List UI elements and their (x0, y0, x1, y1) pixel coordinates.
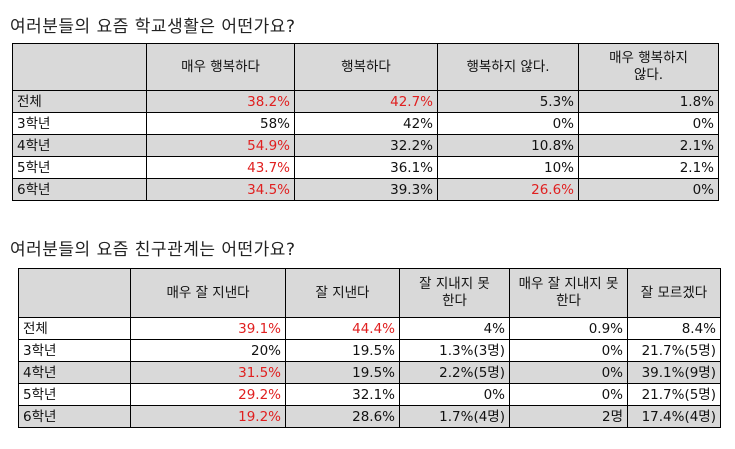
table1-title: 여러분들의 요즘 학교생활은 어떤가요? (10, 17, 296, 37)
header-very-happy: 매우 행복하다 (146, 43, 295, 91)
table-cell: 43.7% (146, 156, 295, 179)
table-row: 6학년 19.2% 28.6% 1.7%(4명) 2명 17.4%(4명) (18, 405, 721, 428)
header-unsure: 잘 모르겠다 (627, 268, 721, 318)
header-corner (12, 43, 147, 91)
table-cell: 32.1% (285, 383, 400, 406)
table-cell: 8.4% (627, 317, 721, 340)
header-happy: 행복하다 (294, 43, 438, 91)
row-label: 6학년 (12, 178, 147, 201)
table-cell: 0% (437, 112, 579, 135)
table-cell: 2.2%(5명) (399, 361, 510, 384)
table-header-row: 매우 잘 지낸다 잘 지낸다 잘 지내지 못한다 매우 잘 지내지 못한다 잘 … (18, 268, 721, 318)
table-cell: 0% (509, 361, 628, 384)
row-label: 5학년 (12, 156, 147, 179)
header-very-not-happy: 매우 행복하지 않다. (578, 43, 719, 91)
table-cell: 2명 (509, 405, 628, 428)
row-label: 3학년 (12, 112, 147, 135)
table-cell: 4% (399, 317, 510, 340)
header-not-happy: 행복하지 않다. (437, 43, 579, 91)
table-cell: 44.4% (285, 317, 400, 340)
table-cell: 1.8% (578, 90, 719, 113)
table-cell: 19.5% (285, 361, 400, 384)
header-well: 잘 지낸다 (285, 268, 400, 318)
table-cell: 26.6% (437, 178, 579, 201)
table-cell: 1.3%(3명) (399, 339, 510, 362)
table-cell: 21.7%(5명) (627, 383, 721, 406)
table-cell: 42% (294, 112, 438, 135)
row-label: 3학년 (18, 339, 131, 362)
table-cell: 39.1% (130, 317, 286, 340)
table-cell: 19.2% (130, 405, 286, 428)
table-cell: 20% (130, 339, 286, 362)
table-cell: 19.5% (285, 339, 400, 362)
row-label: 전체 (12, 90, 147, 113)
table-cell: 58% (146, 112, 295, 135)
table-cell: 28.6% (285, 405, 400, 428)
table-cell: 32.2% (294, 134, 438, 157)
friendship-table: 매우 잘 지낸다 잘 지낸다 잘 지내지 못한다 매우 잘 지내지 못한다 잘 … (18, 268, 721, 428)
table-cell: 39.1%(9명) (627, 361, 721, 384)
row-label: 5학년 (18, 383, 131, 406)
table-cell: 0% (399, 383, 510, 406)
table-row: 전체 39.1% 44.4% 4% 0.9% 8.4% (18, 317, 721, 340)
table-row: 5학년 43.7% 36.1% 10% 2.1% (12, 156, 719, 179)
header-corner (18, 268, 131, 318)
header-not-well: 잘 지내지 못한다 (399, 268, 510, 318)
table-cell: 36.1% (294, 156, 438, 179)
table-header-row: 매우 행복하다 행복하다 행복하지 않다. 매우 행복하지 않다. (12, 43, 719, 91)
table-cell: 21.7%(5명) (627, 339, 721, 362)
table-cell: 0% (509, 383, 628, 406)
header-very-well: 매우 잘 지낸다 (130, 268, 286, 318)
table-cell: 34.5% (146, 178, 295, 201)
table-row: 전체 38.2% 42.7% 5.3% 1.8% (12, 90, 719, 113)
table-row: 6학년 34.5% 39.3% 26.6% 0% (12, 178, 719, 201)
row-label: 전체 (18, 317, 131, 340)
table-row: 4학년 54.9% 32.2% 10.8% 2.1% (12, 134, 719, 157)
table-row: 5학년 29.2% 32.1% 0% 0% 21.7%(5명) (18, 383, 721, 406)
table-cell: 29.2% (130, 383, 286, 406)
table-cell: 0% (578, 112, 719, 135)
table-cell: 39.3% (294, 178, 438, 201)
table-cell: 0.9% (509, 317, 628, 340)
table-cell: 0% (509, 339, 628, 362)
table-cell: 42.7% (294, 90, 438, 113)
table-cell: 17.4%(4명) (627, 405, 721, 428)
table2-title: 여러분들의 요즘 친구관계는 어떤가요? (10, 240, 296, 260)
header-very-not-well: 매우 잘 지내지 못한다 (509, 268, 628, 318)
table-cell: 2.1% (578, 156, 719, 179)
table-cell: 1.7%(4명) (399, 405, 510, 428)
table-row: 3학년 20% 19.5% 1.3%(3명) 0% 21.7%(5명) (18, 339, 721, 362)
row-label: 4학년 (18, 361, 131, 384)
table-cell: 31.5% (130, 361, 286, 384)
school-life-table: 매우 행복하다 행복하다 행복하지 않다. 매우 행복하지 않다. 전체 38.2… (12, 43, 719, 201)
table-cell: 10.8% (437, 134, 579, 157)
row-label: 6학년 (18, 405, 131, 428)
table-cell: 0% (578, 178, 719, 201)
table-cell: 2.1% (578, 134, 719, 157)
table-cell: 5.3% (437, 90, 579, 113)
row-label: 4학년 (12, 134, 147, 157)
table-cell: 10% (437, 156, 579, 179)
table-row: 4학년 31.5% 19.5% 2.2%(5명) 0% 39.1%(9명) (18, 361, 721, 384)
table-row: 3학년 58% 42% 0% 0% (12, 112, 719, 135)
table-cell: 54.9% (146, 134, 295, 157)
table-cell: 38.2% (146, 90, 295, 113)
